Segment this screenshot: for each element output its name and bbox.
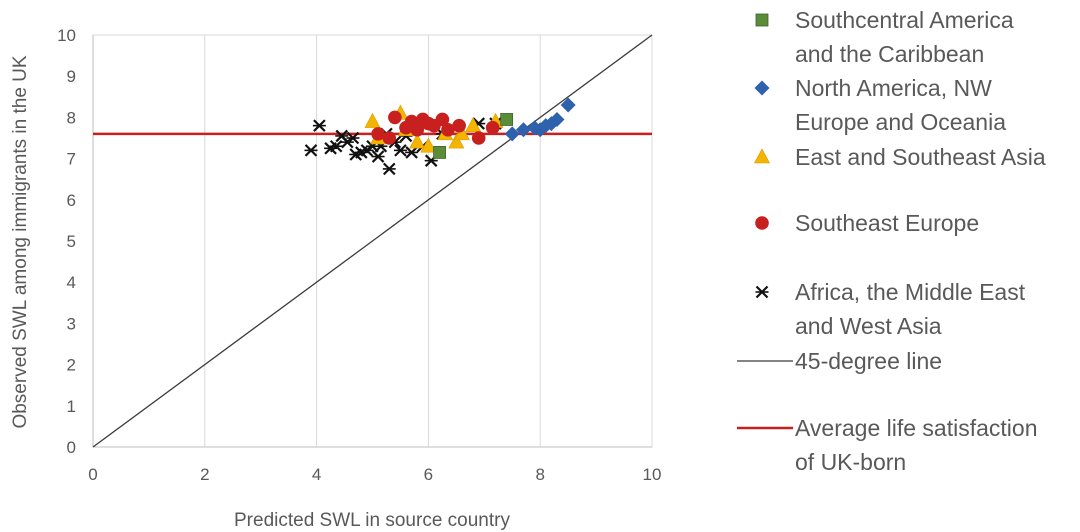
- x-tick-label: 0: [88, 465, 97, 484]
- data-point-triangle: [409, 133, 426, 149]
- y-axis-title: Observed SWL among immigrants in the UK: [10, 55, 31, 428]
- legend-label: and West Asia: [795, 313, 942, 339]
- legend-item: Africa, the Middle East and West Asia: [755, 279, 1026, 339]
- legend-item: North America, NW Europe and Oceania: [754, 75, 1006, 135]
- legend-item: 45-degree line: [737, 348, 942, 374]
- data-point-triangle: [364, 112, 381, 128]
- legend-label: Africa, the Middle East: [795, 279, 1026, 305]
- data-point-star: [405, 146, 419, 159]
- y-tick-label: 2: [67, 356, 76, 375]
- y-tick-label: 6: [67, 191, 76, 210]
- legend-label: Europe and Oceania: [795, 109, 1006, 135]
- legend-marker-star: [755, 285, 769, 299]
- legend-label: and the Caribbean: [795, 41, 984, 67]
- y-tick-label: 10: [57, 26, 76, 45]
- legend-marker-diamond: [754, 80, 770, 96]
- legend-marker-triangle: [753, 148, 771, 164]
- data-point-diamond: [549, 111, 565, 127]
- legend: Southcentral America and the Caribbean Nor…: [737, 7, 1046, 475]
- data-point-square: [433, 146, 446, 159]
- y-tick-label: 0: [67, 438, 76, 457]
- y-tick-label: 5: [67, 232, 76, 251]
- tick-labels: 0 2 4 6 8 10 0 1 2 3 4 5 6 7 8 9 10: [57, 26, 661, 484]
- data-point-star: [346, 131, 360, 145]
- data-point-star: [382, 162, 396, 176]
- data-point-square: [500, 113, 514, 126]
- axes: [92, 35, 652, 448]
- legend-label: of UK-born: [795, 449, 906, 475]
- x-axis-title: Predicted SWL in source country: [234, 510, 510, 531]
- diagonal-45-degree-line: [92, 34, 653, 448]
- data-point-circle: [410, 122, 425, 137]
- legend-label: Average life satisfaction: [795, 415, 1038, 441]
- x-tick-label: 8: [535, 465, 544, 484]
- x-tick-label: 4: [312, 465, 321, 484]
- y-tick-label: 7: [67, 150, 76, 169]
- data-point-diamond: [560, 97, 576, 113]
- legend-label: 45-degree line: [795, 348, 942, 374]
- legend-label: Southeast Europe: [795, 210, 979, 236]
- y-tick-label: 1: [67, 397, 76, 416]
- data-point-circle: [441, 122, 455, 137]
- legend-item: Average life satisfaction of UK-born: [737, 415, 1038, 475]
- legend-label: North America, NW: [795, 75, 992, 101]
- data-point-triangle: [420, 137, 437, 153]
- data-point-star: [312, 119, 326, 132]
- data-markers: [304, 97, 576, 176]
- data-point-circle: [435, 112, 450, 127]
- legend-item: East and Southeast Asia: [753, 144, 1046, 170]
- data-point-star: [304, 144, 318, 157]
- legend-item: Southeast Europe: [755, 210, 979, 236]
- data-point-diamond: [515, 122, 531, 138]
- data-point-star: [329, 139, 343, 153]
- data-point-circle: [471, 131, 486, 145]
- grid-lines: [204, 35, 653, 447]
- x-tick-label: 6: [424, 465, 433, 484]
- data-point-diamond: [504, 126, 520, 142]
- legend-marker-square: [755, 13, 769, 27]
- data-point-circle: [485, 120, 500, 135]
- data-point-triangle: [448, 133, 465, 149]
- x-tick-label: 2: [200, 465, 209, 484]
- y-tick-label: 3: [67, 314, 76, 333]
- x-tick-label: 10: [643, 465, 662, 484]
- y-tick-label: 8: [67, 108, 76, 127]
- data-point-star: [393, 144, 407, 157]
- data-point-star: [371, 150, 385, 163]
- data-point-circle: [371, 127, 385, 141]
- data-point-circle: [388, 110, 402, 125]
- legend-marker-circle: [755, 216, 769, 230]
- legend-label: East and Southeast Asia: [795, 144, 1046, 170]
- data-point-triangle: [453, 125, 470, 141]
- data-point-circle: [382, 131, 397, 145]
- data-point-circle: [452, 118, 466, 133]
- legend-item: Southcentral America and the Caribbean: [755, 7, 1014, 67]
- data-point-triangle: [465, 117, 482, 132]
- legend-label: Southcentral America: [795, 7, 1014, 33]
- y-tick-label: 9: [67, 67, 76, 86]
- y-tick-label: 4: [67, 273, 76, 292]
